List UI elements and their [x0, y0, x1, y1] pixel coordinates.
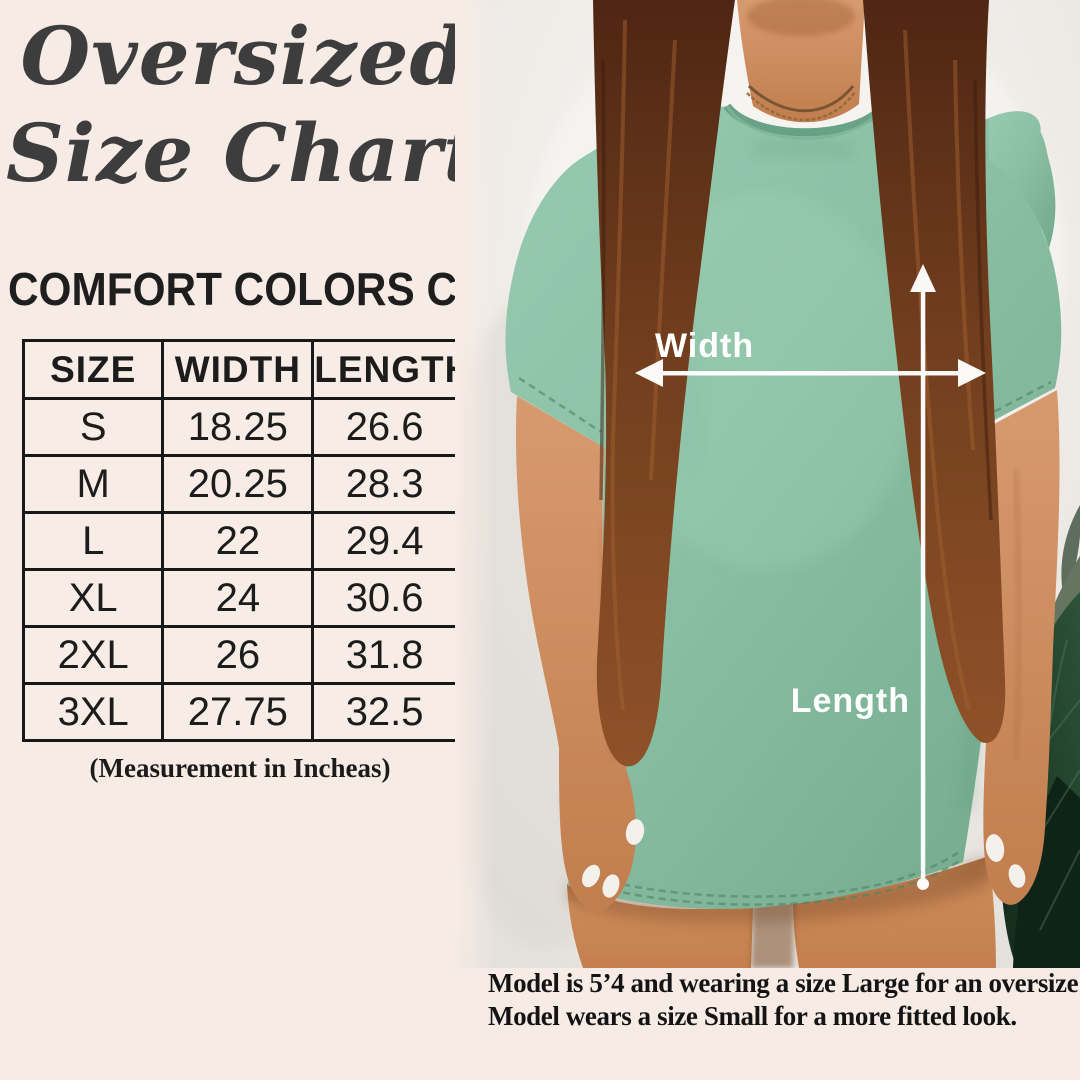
table-row: 2XL 26 31.8: [21, 625, 458, 685]
table-row: L 22 29.4: [21, 511, 458, 571]
model-neck: [737, 0, 865, 123]
necklace: [747, 84, 855, 113]
table-row: M 20.25 28.3: [21, 454, 458, 514]
table-row: XL 24 30.6: [21, 568, 458, 628]
cell-width: 20.25: [161, 454, 315, 514]
cell-width: 22: [161, 511, 315, 571]
fingernails: [985, 834, 1026, 888]
title-line-1: Oversized: [20, 9, 467, 103]
collar: [723, 103, 887, 137]
cell-size: 3XL: [21, 682, 165, 742]
model-legs: [567, 856, 996, 968]
width-label: Width: [655, 327, 754, 365]
cell-length: 31.8: [311, 625, 458, 685]
length-arrow: [910, 264, 936, 890]
cell-size: M: [21, 454, 165, 514]
width-arrow: [635, 359, 986, 387]
model-photo: Width Length: [455, 0, 1080, 968]
cell-length: 29.4: [311, 511, 458, 571]
cell-size: L: [21, 511, 165, 571]
caption-line-2: Model wears a size Small for a more fitt…: [488, 1001, 1017, 1031]
cell-length: 32.5: [311, 682, 458, 742]
table-row: S 18.25 26.6: [21, 397, 458, 457]
col-header-width: WIDTH: [161, 339, 315, 400]
model-caption: Model is 5’4 and wearing a size Large fo…: [488, 967, 1080, 1033]
table-row: 3XL 27.75 32.5: [21, 682, 458, 742]
cell-size: XL: [21, 568, 165, 628]
size-table: SIZE WIDTH LENGTH S 18.25 26.6 M 20.25 2…: [21, 339, 471, 742]
cell-width: 27.75: [161, 682, 315, 742]
length-label: Length: [791, 682, 910, 720]
cell-length: 30.6: [311, 568, 458, 628]
table-header-row: SIZE WIDTH LENGTH: [21, 339, 471, 400]
cell-size: S: [21, 397, 165, 457]
cell-length: 26.6: [311, 397, 458, 457]
info-panel: Oversized Size Chart COMFORT COLORS C171…: [0, 0, 551, 1080]
cell-width: 24: [161, 568, 315, 628]
title-line-2: Size Chart: [5, 106, 482, 200]
caption-line-1: Model is 5’4 and wearing a size Large fo…: [488, 968, 1080, 998]
panel-photo-blend: [455, 0, 497, 968]
fingernails: [581, 819, 645, 898]
measurement-unit-note: (Measurement in Incheas): [89, 753, 391, 783]
col-header-length: LENGTH: [311, 339, 471, 400]
cell-width: 18.25: [161, 397, 315, 457]
cell-size: 2XL: [21, 625, 165, 685]
col-header-size: SIZE: [21, 339, 165, 400]
cell-length: 28.3: [311, 454, 458, 514]
page-title: Oversized Size Chart: [0, 8, 487, 202]
cell-width: 26: [161, 625, 315, 685]
hair-left: [593, 0, 735, 767]
